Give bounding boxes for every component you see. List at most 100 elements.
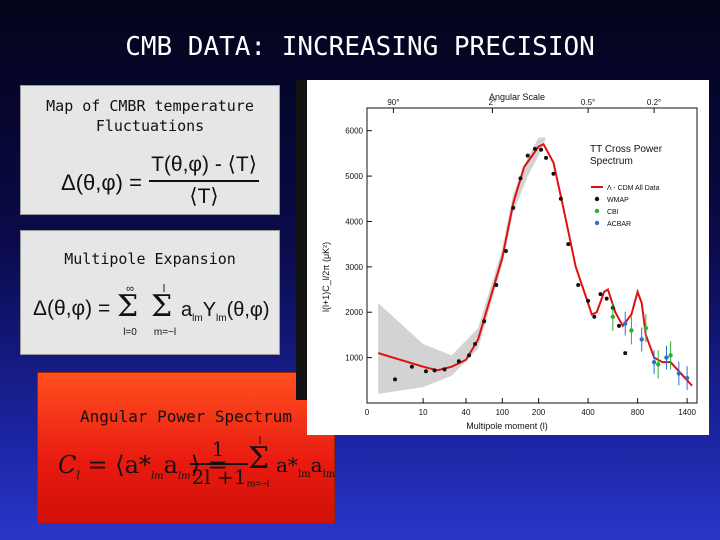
legend-label: WMAP: [607, 197, 629, 204]
plot-frame: [366, 107, 698, 404]
sum-m-symbol: Σ: [151, 289, 173, 324]
wmap-point: [467, 353, 472, 358]
wmap-point: [539, 147, 544, 152]
wmap-point: [393, 377, 398, 382]
wmap-point: [566, 242, 571, 247]
power-rhs: a*lmalm: [276, 453, 336, 480]
power-fraction-bar: [190, 463, 248, 465]
x-tick-label: 10: [419, 408, 428, 417]
top-tick-label: 0.5°: [581, 98, 595, 107]
wmap-point: [503, 248, 508, 253]
lcdm-model-curve: [377, 143, 693, 387]
temperature-map-box: Map of CMBR temperature Fluctuations Δ(θ…: [20, 85, 280, 215]
wmap-point: [623, 351, 628, 356]
x-tick-label: 0: [365, 408, 370, 417]
wmap-point: [598, 292, 603, 297]
map-equation-denominator: ⟨T⟩: [189, 185, 219, 208]
cbi-point: [668, 353, 673, 358]
y-tick-label: 6000: [345, 127, 363, 136]
multipole-term: almYlm(θ,φ): [181, 299, 270, 324]
legend-swatch: [594, 196, 600, 202]
wmap-point: [482, 319, 487, 324]
y-tick-label: 3000: [345, 263, 363, 272]
top-tick-label: 90°: [387, 98, 399, 107]
cosmic-variance-band: [378, 137, 547, 394]
y-axis-label: l(l+1)C_l/2π (μK²): [321, 242, 331, 312]
map-caption-line1: Map of CMBR temperature: [46, 97, 254, 115]
legend-label: CBI: [607, 209, 619, 216]
wmap-point: [525, 153, 530, 158]
power-frac-num: 1: [211, 437, 225, 461]
power-frac-den: 2l +1: [191, 465, 247, 489]
wmap-point: [544, 155, 549, 160]
x-tick-label: 800: [631, 408, 645, 417]
cbi-point: [629, 328, 634, 333]
acbar-point: [664, 355, 669, 360]
legend-swatch: [594, 220, 600, 226]
wmap-point: [586, 298, 591, 303]
wmap-point: [456, 359, 461, 364]
sum-m-top: l: [162, 283, 166, 295]
angular-power-spectrum-box: Angular Power Spectrum Cl = ⟨a*lmalm⟩ = …: [37, 372, 335, 524]
power-sum-symbol: Σ: [248, 441, 270, 476]
map-caption-line2: Fluctuations: [95, 117, 205, 135]
acbar-point: [623, 321, 628, 326]
legend-swatch: [594, 208, 600, 214]
y-tick-label: 4000: [345, 217, 363, 226]
sum-l-symbol: Σ: [117, 289, 139, 324]
x-tick-label: 200: [532, 408, 546, 417]
y-tick-label: 2000: [345, 308, 363, 317]
wmap-point: [551, 171, 556, 176]
wmap-point: [432, 368, 437, 373]
wmap-point: [617, 323, 622, 328]
power-sum-bottom: m=−l: [246, 479, 270, 490]
legend-label: Λ - CDM All Data: [607, 185, 660, 192]
power-sum-top: l: [258, 435, 262, 447]
wmap-point: [423, 369, 428, 374]
y-tick-label: 5000: [345, 172, 363, 181]
top-axis-label: Angular Scale: [489, 92, 545, 102]
wmap-point: [473, 342, 478, 346]
acbar-point: [676, 371, 682, 376]
power-equation: Cl = ⟨a*lmalm⟩ =: [58, 451, 228, 482]
sum-l-bottom: l=0: [123, 327, 137, 338]
x-tick-label: 100: [496, 408, 510, 417]
fraction-bar: [149, 180, 259, 182]
wmap-point: [558, 196, 563, 201]
wmap-point: [592, 314, 597, 319]
wmap-point: [442, 367, 447, 372]
x-tick-label: 400: [581, 408, 595, 417]
acbar-point: [684, 375, 690, 381]
map-equation-lhs: Δ(θ,φ) =: [61, 170, 142, 195]
top-tick-label: 2°: [489, 98, 497, 107]
acbar-point: [651, 359, 657, 365]
wmap-point: [518, 176, 523, 181]
map-equation-numerator: T(θ,φ) - ⟨T⟩: [151, 153, 257, 176]
wmap-point: [409, 364, 414, 369]
power-spectrum-chart-panel: Angular Scale Multipole moment (l) l(l+1…: [307, 80, 709, 435]
slide-title: CMB DATA: INCREASING PRECISION: [125, 32, 595, 62]
legend-label: ACBAR: [607, 221, 631, 228]
wmap-point: [494, 283, 499, 287]
x-tick-label: 1400: [678, 408, 696, 417]
power-caption: Angular Power Spectrum: [80, 407, 292, 426]
cbi-point: [610, 314, 616, 319]
cbi-point: [656, 362, 661, 367]
sum-m-bottom: m=−l: [153, 327, 177, 338]
sum-l-top: ∞: [126, 283, 134, 295]
multipole-equation-lhs: Δ(θ,φ) =: [33, 297, 111, 320]
wmap-point: [576, 283, 581, 287]
wmap-point: [532, 146, 537, 151]
cbi-point: [643, 325, 649, 331]
power-spectrum-chart: Angular Scale Multipole moment (l) l(l+1…: [321, 92, 698, 431]
acbar-point: [639, 337, 644, 342]
multipole-expansion-box: Multipole Expansion Δ(θ,φ) = ∞ Σ l=0 l Σ…: [20, 230, 280, 355]
chart-title-line2: Spectrum: [590, 156, 633, 167]
chart-title-line1: TT Cross Power: [590, 144, 663, 155]
wmap-point: [511, 205, 516, 210]
multipole-caption: Multipole Expansion: [64, 250, 236, 268]
x-tick-label: 40: [462, 408, 471, 417]
y-tick-label: 1000: [345, 354, 363, 363]
x-axis-label: Multipole moment (l): [466, 421, 548, 431]
chart-edge: [296, 80, 308, 400]
